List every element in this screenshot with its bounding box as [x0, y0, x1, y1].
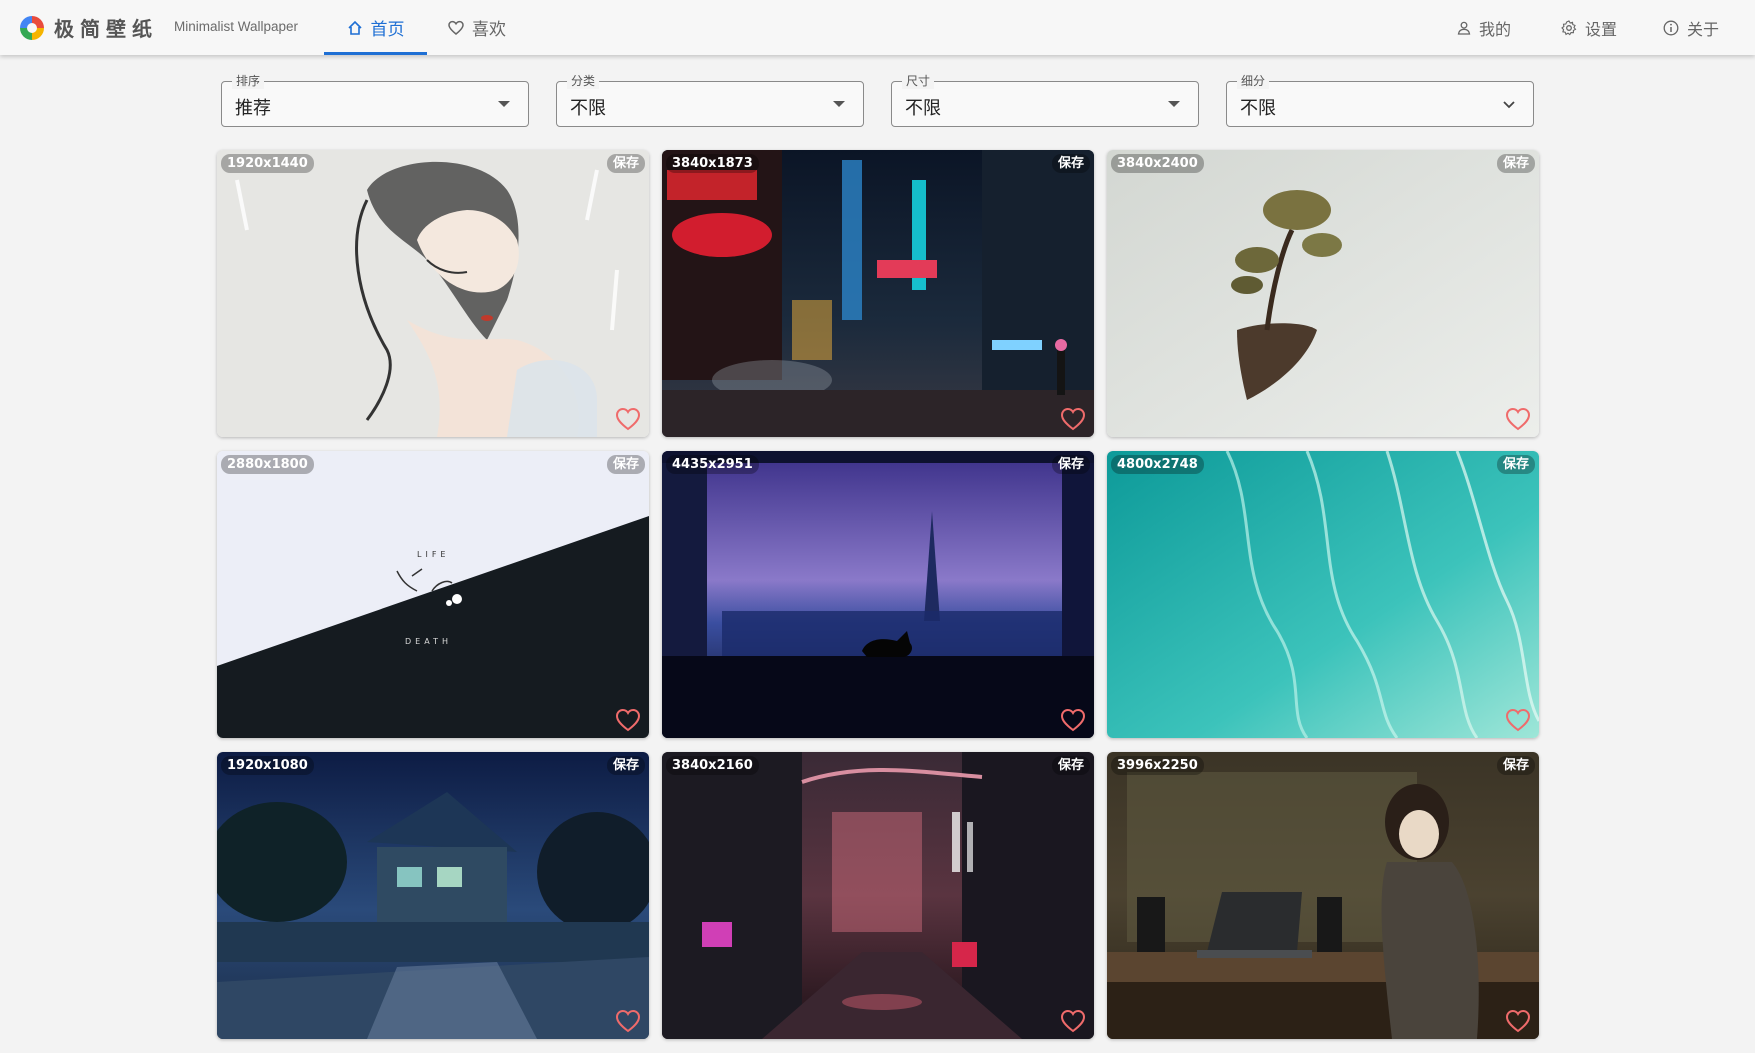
- heart-outline-icon: [448, 20, 464, 35]
- save-button[interactable]: 保存: [606, 154, 645, 173]
- wallpaper-card[interactable]: 1920x1080 保存: [217, 752, 649, 1039]
- tab-favorites-label: 喜欢: [472, 20, 506, 40]
- category-select[interactable]: 分类 不限: [556, 73, 864, 127]
- favorite-heart-icon[interactable]: [1505, 407, 1531, 431]
- wallpaper-card[interactable]: 3996x2250 保存: [1107, 752, 1539, 1039]
- save-button[interactable]: 保存: [1496, 455, 1535, 474]
- app-logo: [20, 16, 44, 40]
- category-select-value: 不限: [570, 98, 606, 119]
- favorite-heart-icon[interactable]: [1060, 708, 1086, 732]
- save-button[interactable]: 保存: [1051, 154, 1090, 173]
- nav-settings[interactable]: 设置: [1561, 0, 1617, 55]
- sort-select-value: 推荐: [235, 98, 271, 119]
- favorite-heart-icon[interactable]: [1060, 1009, 1086, 1033]
- wallpaper-thumbnail-life-death: [217, 451, 649, 738]
- wallpaper-thumbnail-rainy-alley: [662, 752, 1094, 1039]
- category-select-label: 分类: [567, 73, 600, 89]
- wallpaper-thumbnail-turquoise-waves: [1107, 451, 1539, 738]
- wallpaper-thumbnail-night-village: [217, 752, 649, 1039]
- gear-icon: [1561, 19, 1577, 35]
- resolution-badge: 1920x1440: [221, 154, 314, 173]
- subcategory-select[interactable]: 细分 不限: [1226, 73, 1534, 127]
- app-title: 极简壁纸: [54, 17, 158, 41]
- app-subtitle: Minimalist Wallpaper: [174, 19, 299, 34]
- resolution-badge: 3996x2250: [1111, 756, 1204, 775]
- wallpaper-thumbnail-ink-girl: [217, 150, 649, 437]
- size-select-label: 尺寸: [902, 73, 935, 89]
- home-icon: [347, 20, 362, 35]
- favorite-heart-icon[interactable]: [615, 1009, 641, 1033]
- resolution-badge: 3840x2400: [1111, 154, 1204, 173]
- save-button[interactable]: 保存: [1051, 756, 1090, 775]
- wallpaper-card[interactable]: LIFE DEATH 2880x1800 保存: [217, 451, 649, 738]
- wallpaper-text-life: LIFE: [417, 550, 450, 559]
- wallpaper-card[interactable]: 1920x1440 保存: [217, 150, 649, 437]
- wallpaper-thumbnail-girl-laptop: [1107, 752, 1539, 1039]
- resolution-badge: 3840x1873: [666, 154, 759, 173]
- nav-settings-label: 设置: [1585, 19, 1618, 39]
- size-select[interactable]: 尺寸 不限: [891, 73, 1199, 127]
- favorite-heart-icon[interactable]: [615, 407, 641, 431]
- nav-about-label: 关于: [1687, 19, 1720, 39]
- wallpaper-thumbnail-floating-island: [1107, 150, 1539, 437]
- wallpaper-card[interactable]: 4800x2748 保存: [1107, 451, 1539, 738]
- resolution-badge: 3840x2160: [666, 756, 759, 775]
- resolution-badge: 4800x2748: [1111, 455, 1204, 474]
- save-button[interactable]: 保存: [606, 455, 645, 474]
- dropdown-arrow-icon: [1168, 101, 1180, 107]
- sort-select-label: 排序: [232, 73, 265, 89]
- wallpaper-thumbnail-neon-city: [662, 150, 1094, 437]
- wallpaper-card[interactable]: 3840x2160 保存: [662, 752, 1094, 1039]
- resolution-badge: 4435x2951: [666, 455, 759, 474]
- favorite-heart-icon[interactable]: [1505, 1009, 1531, 1033]
- favorite-heart-icon[interactable]: [615, 708, 641, 732]
- nav-about[interactable]: 关于: [1663, 0, 1719, 55]
- subcategory-select-label: 细分: [1237, 73, 1270, 89]
- top-app-bar: 极简壁纸 Minimalist Wallpaper 首页 喜欢 我的 设置: [0, 0, 1755, 55]
- sort-select[interactable]: 排序 推荐: [221, 73, 529, 127]
- tab-home-label: 首页: [370, 20, 405, 40]
- size-select-value: 不限: [905, 98, 941, 119]
- subcategory-select-value: 不限: [1240, 98, 1276, 119]
- tab-favorites[interactable]: 喜欢: [448, 0, 518, 55]
- favorite-heart-icon[interactable]: [1060, 407, 1086, 431]
- favorite-heart-icon[interactable]: [1505, 708, 1531, 732]
- save-button[interactable]: 保存: [1051, 455, 1090, 474]
- wallpaper-text-death: DEATH: [405, 637, 452, 646]
- user-icon: [1457, 21, 1471, 35]
- dropdown-arrow-icon: [498, 101, 510, 107]
- wallpaper-card[interactable]: 3840x2400 保存: [1107, 150, 1539, 437]
- resolution-badge: 1920x1080: [221, 756, 314, 775]
- save-button[interactable]: 保存: [606, 756, 645, 775]
- dropdown-arrow-icon: [833, 101, 845, 107]
- save-button[interactable]: 保存: [1496, 756, 1535, 775]
- resolution-badge: 2880x1800: [221, 455, 314, 474]
- wallpaper-thumbnail-cat-window: [662, 451, 1094, 738]
- nav-mine[interactable]: 我的: [1457, 0, 1511, 55]
- wallpaper-card[interactable]: 4435x2951 保存: [662, 451, 1094, 738]
- wallpaper-card[interactable]: 3840x1873 保存: [662, 150, 1094, 437]
- nav-mine-label: 我的: [1479, 19, 1512, 39]
- save-button[interactable]: 保存: [1496, 154, 1535, 173]
- info-icon: [1663, 20, 1679, 35]
- tab-home[interactable]: 首页: [324, 0, 427, 55]
- chevron-down-icon: [1503, 101, 1515, 109]
